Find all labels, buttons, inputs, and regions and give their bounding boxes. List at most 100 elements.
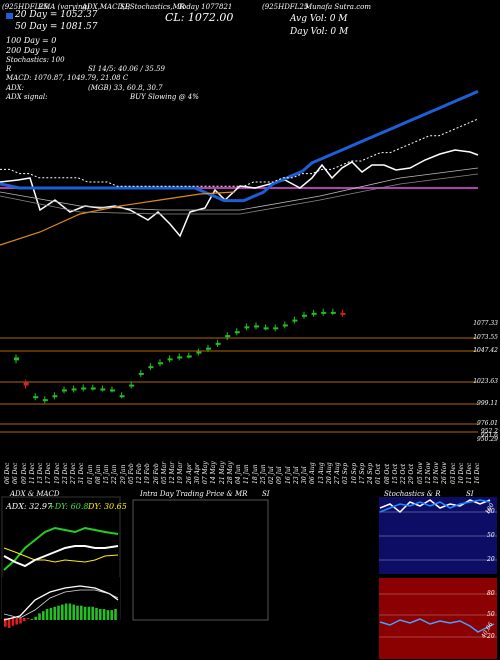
stoch-panel bbox=[379, 499, 497, 561]
candle-body bbox=[311, 312, 317, 315]
macd-histogram-bar bbox=[49, 607, 53, 620]
date-label: 03 Sep bbox=[342, 462, 350, 484]
orange-line bbox=[0, 191, 236, 246]
rsi-line bbox=[379, 618, 495, 633]
candle-body bbox=[196, 351, 202, 354]
date-label: 26 Apr bbox=[185, 463, 193, 484]
adx-signal-value: BUY Slowing @ 4% bbox=[130, 93, 199, 101]
price-level-label: 1023.63 bbox=[473, 378, 498, 385]
date-label: 06 Aug bbox=[309, 462, 317, 484]
stochastics-readout: Stochastics: 100 bbox=[6, 56, 65, 64]
header-site: Munafa Sutra.com bbox=[305, 3, 371, 11]
date-label: 02 Jul bbox=[268, 466, 275, 484]
intraday-panel-box bbox=[132, 499, 269, 621]
macd-histogram-bar bbox=[87, 606, 91, 620]
date-label: 05 Mar bbox=[160, 461, 168, 484]
macd-histogram-bar bbox=[42, 611, 45, 620]
macd-histogram-bar bbox=[72, 604, 75, 620]
date-label: 29 Jan bbox=[119, 464, 127, 484]
date-label: 25 Jun bbox=[259, 464, 267, 484]
date-label: 19 Dec bbox=[53, 462, 61, 484]
adx-readout-1: ADX: 32.97 bbox=[6, 502, 53, 511]
price-level-label: 950.29 bbox=[477, 436, 498, 443]
candle-body bbox=[158, 362, 163, 365]
stoch-panel-box bbox=[379, 497, 497, 574]
candles bbox=[14, 308, 346, 404]
adx-panel-title: ADX & MACD bbox=[10, 490, 60, 498]
date-label: 20 Aug bbox=[325, 462, 333, 484]
candle-body bbox=[23, 382, 29, 386]
date-label: 10 Sep bbox=[350, 462, 358, 484]
macd-readout: MACD: 1070.87, 1049.79, 21.08 C bbox=[6, 74, 129, 82]
si-readout: SI 14/5: 40.06 / 35.59 bbox=[88, 65, 165, 73]
price-levels bbox=[0, 337, 478, 433]
macd-histogram-bar bbox=[61, 604, 64, 620]
macd-histogram-bar bbox=[4, 618, 7, 627]
ema50-line bbox=[0, 118, 479, 187]
candle-body bbox=[81, 387, 87, 390]
price-level-label: 999.11 bbox=[477, 400, 498, 407]
date-label: 10 Dec bbox=[457, 462, 465, 484]
close-price: CL: 1072.00 bbox=[165, 11, 234, 24]
date-label: 21 May bbox=[218, 461, 226, 484]
date-label: 29 Oct bbox=[408, 463, 416, 484]
macd-signal-line bbox=[3, 589, 119, 619]
date-label: 26 Feb bbox=[152, 463, 160, 484]
chart-header: (925HDFL25 EMA (varying) ADX,MACD,B SI,S… bbox=[0, 0, 500, 101]
adx-minus-di-line bbox=[3, 547, 119, 563]
header-symbol-2: (925HDFL25 bbox=[262, 3, 309, 11]
macd-histogram-bar bbox=[110, 610, 113, 620]
ema20-label: 20 Day = 1052.37 bbox=[15, 10, 98, 20]
candle-body bbox=[177, 356, 183, 359]
price-level-label: 1077.33 bbox=[473, 320, 498, 327]
adx-plus-di-line bbox=[3, 526, 119, 571]
macd-histogram-bar bbox=[102, 609, 106, 620]
date-label: 01 Oct bbox=[375, 463, 383, 484]
ema200-label: 200 Day = 0 bbox=[6, 46, 57, 55]
date-label: 08 Jan bbox=[94, 464, 102, 484]
header-indicators: ADX,MACD,B bbox=[82, 3, 131, 11]
macd-histogram-bar bbox=[57, 605, 60, 620]
macd-histogram-bar bbox=[53, 606, 56, 620]
candle-body bbox=[14, 357, 19, 361]
candle-body bbox=[321, 311, 327, 314]
macd-histogram-bar bbox=[23, 618, 26, 622]
macd-histogram-bar bbox=[7, 618, 11, 628]
date-label: 31 Dec bbox=[78, 462, 86, 484]
date-label: 16 Jul bbox=[284, 466, 292, 484]
candle-body bbox=[234, 331, 240, 334]
date-label: 24 Sep bbox=[367, 462, 374, 484]
candle-body bbox=[302, 314, 307, 317]
date-label: 16 Dec bbox=[474, 462, 482, 484]
price-level-label: 952.2 bbox=[480, 428, 498, 435]
date-label: 11 Jun bbox=[243, 464, 251, 484]
price-level-label: 951.6 bbox=[480, 432, 498, 439]
price-level-label: 1047.42 bbox=[473, 347, 498, 354]
price-line bbox=[0, 149, 479, 238]
macd-histogram-bar bbox=[83, 606, 87, 620]
macd-histogram-bar bbox=[80, 605, 83, 620]
date-label: 01 Jan bbox=[86, 464, 94, 484]
date-label: 05 Nov bbox=[416, 462, 424, 484]
avg-volume: Avg Vol: 0 M bbox=[290, 14, 348, 24]
candle-body bbox=[273, 327, 279, 330]
candle-body bbox=[148, 366, 154, 369]
date-label: 19 Mar bbox=[177, 461, 185, 484]
ema20-swatch bbox=[6, 13, 13, 19]
stoch-scale-label: 50 bbox=[487, 532, 495, 539]
rsi-scale-label: 50 bbox=[487, 611, 495, 618]
macd-histogram-bar bbox=[106, 610, 110, 620]
date-label: 19 Nov bbox=[433, 462, 440, 484]
ema100-label: 100 Day = 0 bbox=[6, 36, 57, 45]
adx-readout-2: +DY: 60.8 bbox=[48, 502, 89, 511]
candle-body bbox=[138, 372, 144, 375]
date-label: 17 Dec bbox=[45, 462, 53, 484]
date-label: 27 Dec bbox=[70, 462, 77, 484]
adx-value: (MGB) 33, 60.8, 30.7 bbox=[88, 84, 163, 92]
candle-body bbox=[282, 324, 288, 327]
macd-histogram-bar bbox=[11, 618, 15, 626]
date-label: 11 Dec bbox=[466, 462, 473, 484]
macd-histogram-bar bbox=[15, 618, 18, 625]
date-label: 08 Oct bbox=[383, 463, 391, 484]
macd-histogram-bar bbox=[68, 603, 72, 620]
